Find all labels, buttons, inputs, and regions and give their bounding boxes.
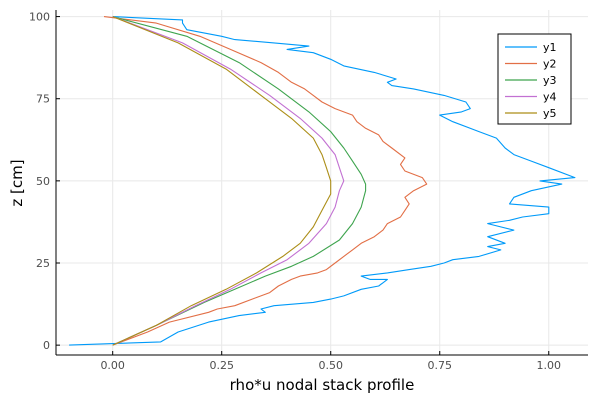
series-line-y5	[112, 16, 332, 346]
y-tick-label: 100	[29, 11, 50, 24]
x-axis-label: rho*u nodal stack profile	[230, 376, 415, 394]
y-tick-label: 25	[36, 257, 50, 270]
series-lines	[69, 16, 576, 346]
series-line-y1	[69, 16, 576, 346]
legend-label-y5: y5	[543, 107, 557, 120]
y-axis-ticks: 0 25 50 75 100	[29, 11, 60, 352]
legend-label-y4: y4	[543, 91, 557, 104]
x-tick-label: 1.00	[537, 359, 562, 372]
y-tick-label: 75	[36, 93, 50, 106]
legend-label-y3: y3	[543, 74, 557, 87]
x-tick-label: 0.25	[209, 359, 234, 372]
series-line-y3	[112, 16, 367, 346]
axes	[55, 10, 588, 356]
y-tick-label: 50	[36, 175, 50, 188]
legend-label-y1: y1	[543, 41, 557, 54]
legend-label-y2: y2	[543, 58, 557, 71]
x-tick-label: 0.50	[318, 359, 343, 372]
y-axis-label: z [cm]	[8, 159, 26, 206]
series-line-y2	[103, 16, 428, 346]
legend-box	[497, 33, 572, 125]
x-tick-label: 0.00	[100, 359, 125, 372]
y-tick-label: 0	[43, 339, 50, 352]
series-line-y4	[112, 16, 345, 346]
x-axis-ticks: 0.00 0.25 0.50 0.75 1.00	[100, 351, 561, 372]
x-tick-label: 0.75	[427, 359, 452, 372]
legend: y1 y2 y3 y4 y5	[497, 33, 572, 125]
